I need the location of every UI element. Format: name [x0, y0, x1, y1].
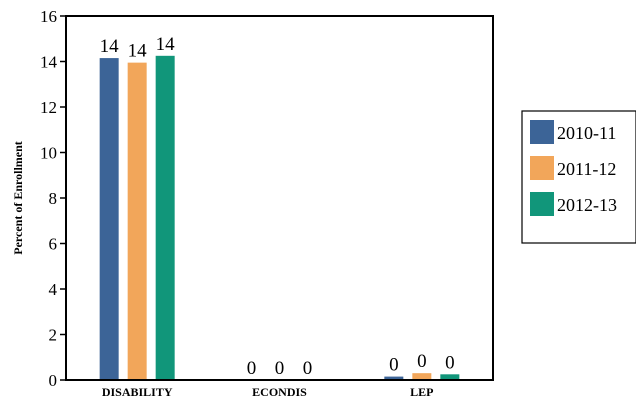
category-labels: DISABILITY ECONDIS LEP [102, 385, 434, 399]
legend-swatch [530, 120, 554, 144]
bar-2011-12-DISABILITY [127, 62, 147, 380]
bars [99, 55, 460, 381]
data-label: 0 [275, 358, 285, 379]
data-label: 0 [417, 351, 427, 372]
data-label: 14 [156, 34, 176, 55]
data-labels: 14 14 140 0 0 0 0 0 [100, 34, 455, 379]
data-label: 0 [303, 358, 313, 379]
y-tick-label: 12 [40, 98, 57, 117]
bar-2012-13-LEP [440, 374, 460, 380]
legend: 2010-11 2011-12 2012-13 [521, 110, 636, 244]
y-tick-label: 8 [49, 189, 58, 208]
y-tick-label: 10 [40, 144, 57, 163]
plot-area-frame [65, 15, 494, 381]
y-tick-label: 4 [49, 280, 58, 299]
y-tick-label: 0 [49, 371, 58, 390]
y-axis-ticks: 0 2 4 6 8 10 12 14 16 [40, 7, 66, 390]
legend-label: 2010-11 [557, 123, 616, 143]
bar-2010-11-LEP [384, 376, 404, 380]
data-label: 0 [247, 358, 257, 379]
data-label: 0 [389, 355, 399, 376]
legend-swatch [530, 192, 554, 216]
y-tick-label: 16 [40, 7, 57, 26]
y-tick-label: 2 [49, 326, 58, 345]
x-category-label: LEP [410, 385, 433, 399]
data-label: 14 [128, 41, 148, 62]
data-label: 0 [445, 352, 455, 373]
legend-label: 2011-12 [557, 159, 616, 179]
legend-swatch [530, 156, 554, 180]
x-category-label: ECONDIS [252, 385, 307, 399]
bar-2012-13-DISABILITY [155, 55, 175, 380]
x-category-label: DISABILITY [102, 385, 173, 399]
bar-2010-11-DISABILITY [99, 58, 119, 381]
y-tick-label: 14 [40, 53, 58, 72]
y-tick-label: 6 [49, 235, 58, 254]
y-axis-label: Percent of Enrollment [11, 141, 25, 255]
legend-label: 2012-13 [557, 195, 617, 215]
data-label: 14 [100, 36, 120, 57]
bar-2011-12-LEP [412, 373, 432, 380]
